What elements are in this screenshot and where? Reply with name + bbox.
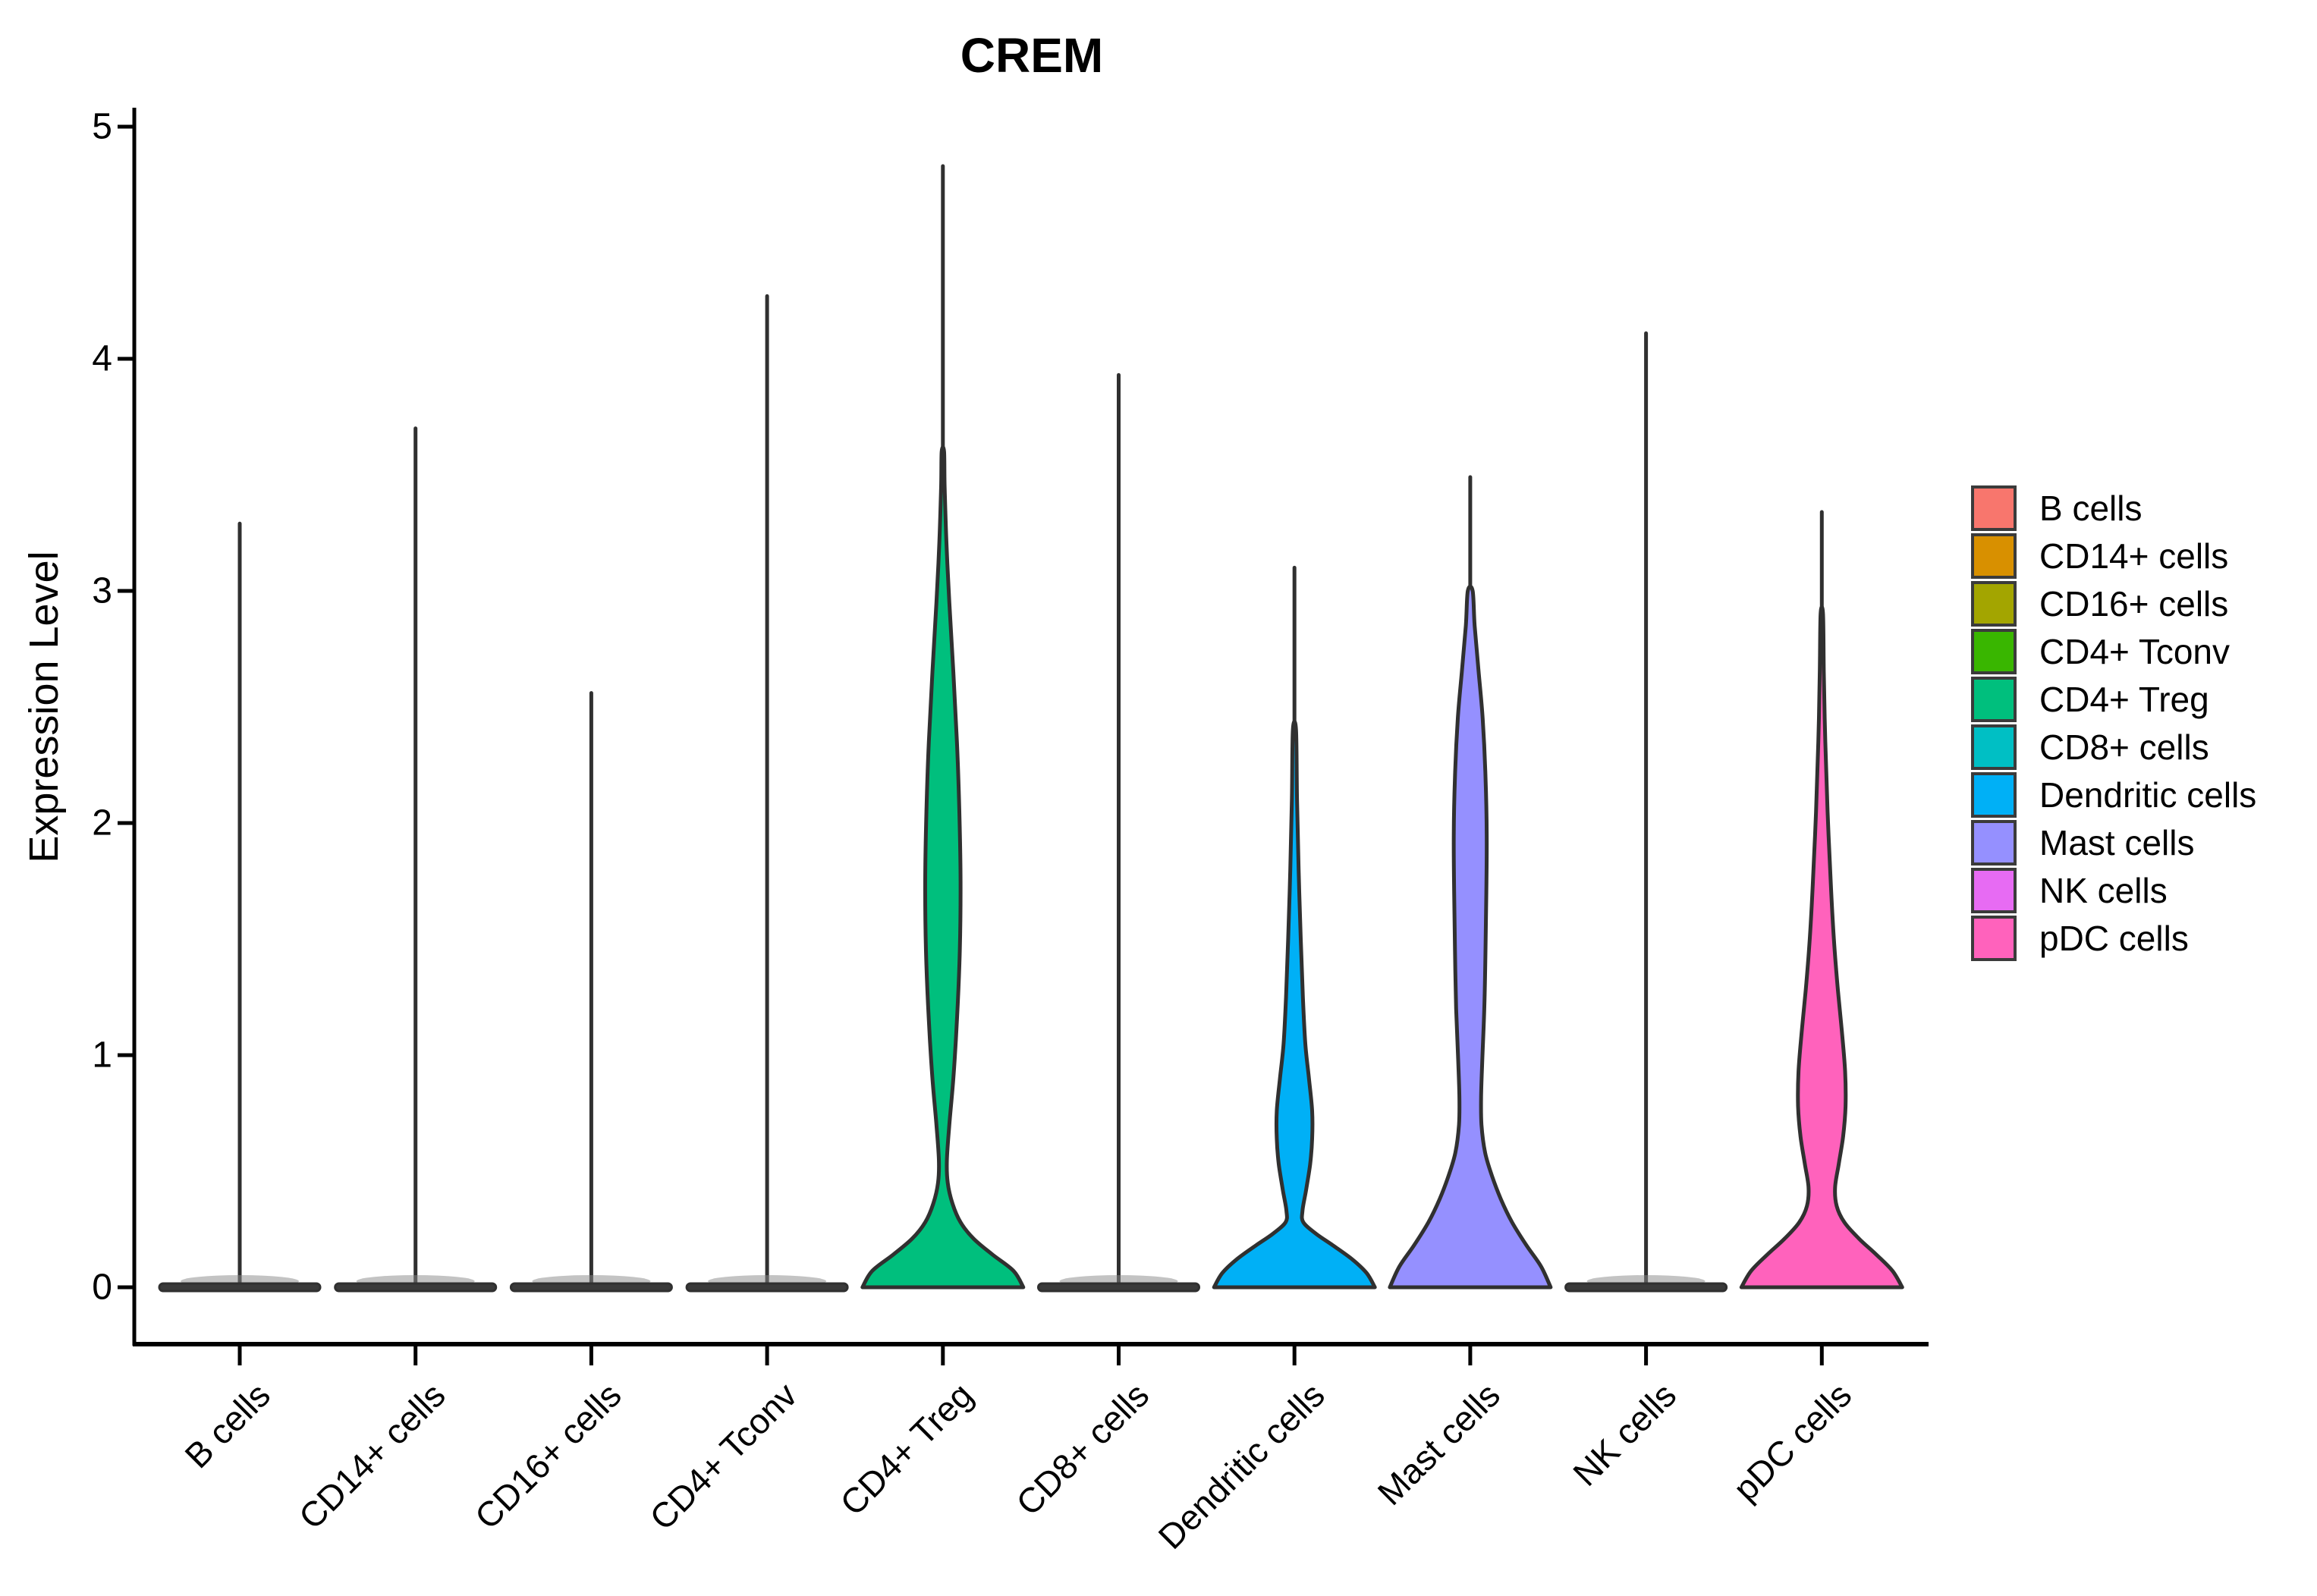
violin-body-6 [1212,719,1377,1290]
violin-body-8 [1564,1282,1728,1293]
violin-body-0 [158,1282,322,1293]
legend-label: NK cells [2039,871,2168,910]
legend-swatch-icon [1971,868,2017,913]
legend-label: pDC cells [2039,919,2189,958]
y-tick-label-2: 2 [92,803,112,844]
violin-body-5 [1037,1282,1200,1293]
y-tick-label-0: 0 [92,1267,112,1308]
violin-body-1 [334,1282,498,1293]
violin-body-9 [1739,605,1904,1290]
legend-swatch-icon [1971,533,2017,579]
legend-item-2: CD16+ cells [1971,581,2256,627]
legend-item-6: Dendritic cells [1971,772,2256,818]
legend-swatch-icon [1971,772,2017,818]
y-tick-label-1: 1 [92,1035,112,1076]
violin-body-2 [509,1282,673,1293]
violin-body-7 [1388,584,1553,1290]
legend-item-8: NK cells [1971,868,2256,913]
legend-swatch-icon [1971,485,2017,531]
y-tick-label-5: 5 [92,106,112,147]
legend: B cells CD14+ cells CD16+ cells CD4+ Tconv C… [1971,485,2256,963]
legend-swatch-icon [1971,629,2017,674]
legend-item-7: Mast cells [1971,820,2256,866]
violin-body-4 [860,445,1026,1290]
legend-label: B cells [2039,489,2143,528]
legend-swatch-icon [1971,677,2017,722]
legend-item-0: B cells [1971,485,2256,531]
legend-label: Mast cells [2039,823,2195,862]
legend-label: CD16+ cells [2039,584,2229,624]
legend-item-9: pDC cells [1971,916,2256,961]
legend-label: CD14+ cells [2039,536,2229,576]
legend-item-5: CD8+ cells [1971,724,2256,770]
legend-item-4: CD4+ Treg [1971,677,2256,722]
legend-label: CD4+ Treg [2039,680,2209,719]
violin-body-3 [685,1282,849,1293]
legend-swatch-icon [1971,581,2017,627]
legend-swatch-icon [1971,916,2017,961]
legend-label: CD8+ cells [2039,727,2209,767]
legend-label: Dendritic cells [2039,775,2257,815]
legend-item-3: CD4+ Tconv [1971,629,2256,674]
y-tick-label-3: 3 [92,570,112,611]
legend-label: CD4+ Tconv [2039,632,2231,671]
legend-swatch-icon [1971,820,2017,866]
legend-swatch-icon [1971,724,2017,770]
chart-title: CREM [960,28,1104,83]
legend-item-1: CD14+ cells [1971,533,2256,579]
y-tick-label-4: 4 [92,338,112,379]
